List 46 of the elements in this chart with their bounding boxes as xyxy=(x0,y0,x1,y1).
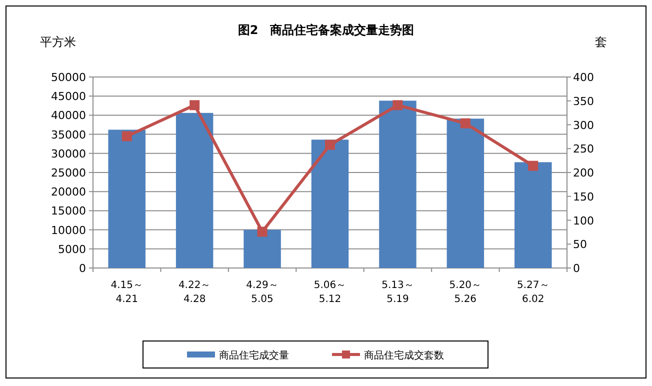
bar xyxy=(446,118,484,268)
bar xyxy=(311,140,349,268)
x-tick-label: 5.27～ 6.02 xyxy=(517,280,550,305)
y2-tick-label: 200 xyxy=(573,166,594,180)
bar xyxy=(244,230,281,268)
bar xyxy=(176,112,214,268)
point xyxy=(325,140,335,150)
y-tick-label: 0 xyxy=(79,262,86,275)
y2-tick-label: 250 xyxy=(573,142,594,156)
legend-label: 商品住宅成交套数 xyxy=(364,350,444,362)
x-tick-label: 5.06～ 5.12 xyxy=(314,280,346,305)
x-tick-label: 5.20～ 5.26 xyxy=(449,280,482,305)
y-tick-label: 15000 xyxy=(51,204,86,218)
y2-tick-label: 100 xyxy=(573,214,594,228)
y2-tick-label: 350 xyxy=(573,94,594,108)
y-tick-label: 20000 xyxy=(51,186,86,199)
point xyxy=(460,118,470,128)
chart-title: 图2 商品住宅备案成交量走势图 xyxy=(238,23,414,37)
y-tick-label: 25000 xyxy=(51,166,86,180)
bar xyxy=(108,130,146,268)
y2-tick-label: 0 xyxy=(573,262,580,275)
y-axis-title: 平方米 xyxy=(40,35,76,49)
y2-tick-label: 150 xyxy=(573,190,594,204)
y2-tick-label: 50 xyxy=(573,238,587,252)
point xyxy=(122,131,132,142)
y-tick-label: 35000 xyxy=(51,128,86,142)
y-tick-label: 5000 xyxy=(58,242,86,256)
y2-tick-label: 300 xyxy=(573,118,594,132)
x-tick-label: 4.29～ 5.05 xyxy=(246,280,278,305)
y2-tick-label: 400 xyxy=(573,71,594,84)
legend-label: 商品住宅成交量 xyxy=(219,350,289,362)
bar xyxy=(514,162,552,268)
point xyxy=(392,100,403,110)
y-tick-label: 30000 xyxy=(51,147,86,160)
y-tick-label: 10000 xyxy=(51,224,86,237)
point xyxy=(257,226,268,237)
x-tick-label: 5.13～ 5.19 xyxy=(382,280,414,305)
point xyxy=(528,160,538,171)
bar xyxy=(379,100,416,268)
point xyxy=(190,100,200,110)
y-tick-label: 50000 xyxy=(51,71,86,84)
x-tick-label: 4.22～ 4.28 xyxy=(178,280,211,305)
x-tick-label: 4.15～ 4.21 xyxy=(110,280,143,305)
y2-axis-title: 套 xyxy=(595,35,607,49)
y-tick-label: 40000 xyxy=(51,109,86,122)
y-tick-label: 45000 xyxy=(51,90,86,104)
